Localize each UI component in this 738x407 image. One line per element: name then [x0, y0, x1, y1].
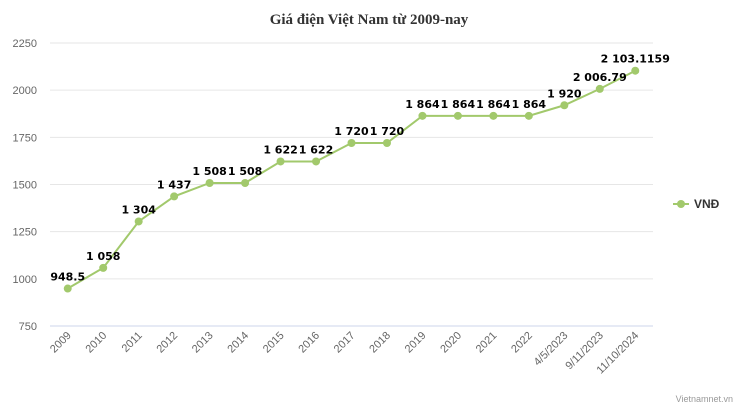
x-tick-label: 2017 [332, 330, 358, 356]
x-tick-label: 2012 [154, 330, 180, 356]
y-tick-label: 1750 [13, 132, 37, 144]
data-point[interactable] [276, 157, 285, 166]
x-tick-label: 2020 [438, 330, 464, 356]
data-label: 948.5 [50, 271, 85, 284]
data-label: 1 058 [86, 250, 120, 263]
data-point[interactable] [241, 178, 250, 187]
credit-text: Vietnamnet.vn [676, 394, 733, 404]
data-point[interactable] [418, 111, 427, 120]
data-label: 1 864 [441, 98, 476, 111]
y-axis-ticks: 750 1000 1250 1500 1750 2000 2250 [13, 38, 37, 333]
data-point[interactable] [453, 111, 462, 120]
data-label: 1 437 [157, 178, 191, 191]
grid [50, 42, 653, 327]
data-point[interactable] [134, 217, 143, 226]
x-tick-label: 2015 [261, 330, 287, 356]
data-label: 1 920 [547, 87, 582, 100]
x-axis-ticks: 2009 2010 2011 2012 2013 2014 2015 2016 2017 2018… [48, 330, 641, 377]
chart-title: Giá điện Việt Nam từ 2009-nay [270, 12, 469, 28]
data-point[interactable] [99, 263, 108, 272]
series-vnd [63, 66, 640, 293]
data-label: 1 864 [405, 98, 440, 111]
data-label: 1 720 [370, 125, 405, 138]
y-tick-label: 2000 [13, 85, 37, 97]
data-point[interactable] [312, 157, 321, 166]
data-label: 1 864 [512, 98, 547, 111]
legend[interactable]: VNĐ [673, 197, 720, 211]
data-label: 1 508 [192, 165, 226, 178]
data-label: 2 006.79 [573, 71, 627, 84]
data-point[interactable] [489, 111, 498, 120]
legend-marker [677, 200, 685, 208]
data-label: 1 508 [228, 165, 262, 178]
x-tick-label: 2009 [48, 330, 74, 356]
y-tick-label: 750 [19, 321, 37, 333]
y-tick-label: 2250 [13, 38, 37, 50]
legend-label: VNĐ [694, 197, 720, 211]
x-tick-label: 2021 [474, 330, 500, 356]
x-tick-label: 2014 [225, 330, 251, 356]
data-point[interactable] [595, 84, 604, 93]
data-point[interactable] [63, 284, 72, 293]
y-tick-label: 1500 [13, 180, 37, 192]
data-label: 1 622 [299, 143, 333, 156]
x-tick-label: 2018 [367, 330, 393, 356]
x-tick-label: 2022 [509, 330, 535, 356]
data-label: 1 864 [476, 98, 511, 111]
data-point[interactable] [560, 101, 569, 110]
data-label: 2 103.1159 [601, 53, 670, 66]
data-point[interactable] [170, 192, 179, 201]
data-point[interactable] [524, 111, 533, 120]
y-tick-label: 1250 [13, 227, 37, 239]
data-label: 1 622 [263, 143, 297, 156]
data-point[interactable] [631, 66, 640, 75]
data-point[interactable] [347, 138, 356, 147]
x-tick-label: 2019 [403, 330, 429, 356]
x-tick-label: 2016 [296, 330, 322, 356]
data-label: 1 304 [121, 203, 156, 216]
y-tick-label: 1000 [13, 274, 37, 286]
x-tick-label: 2010 [84, 330, 110, 356]
data-point[interactable] [205, 178, 214, 187]
data-point[interactable] [382, 138, 391, 147]
x-tick-label: 2013 [190, 330, 216, 356]
x-tick-label: 2011 [120, 330, 145, 355]
series-line [67, 69, 636, 290]
data-label: 1 720 [334, 125, 369, 138]
